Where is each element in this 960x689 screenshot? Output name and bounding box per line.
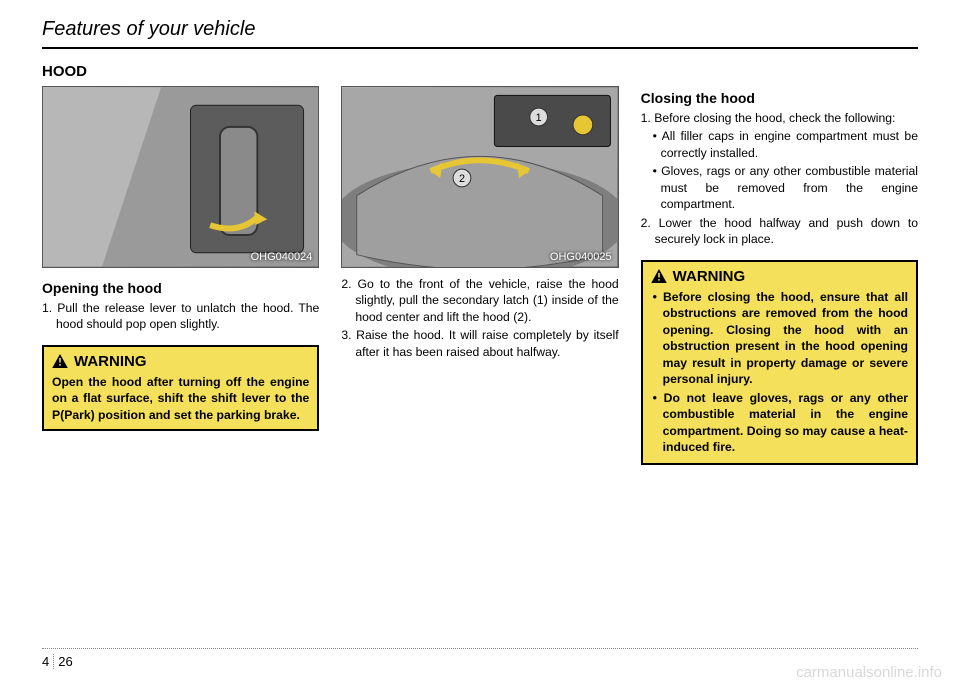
column-3: Closing the hood 1. Before closing the h… (641, 86, 918, 465)
col2-body: 2. Go to the front of the vehicle, raise… (341, 276, 618, 362)
warning-label-2: WARNING (673, 268, 746, 285)
col1-step1: 1. Pull the release lever to unlatch the… (42, 300, 319, 333)
warning-box-2: WARNING • Before closing the hood, ensur… (641, 260, 918, 466)
closing-hood-heading: Closing the hood (641, 90, 918, 106)
col3-bullet1: • All filler caps in engine compartment … (641, 128, 918, 161)
warning-header-2: WARNING (651, 268, 908, 285)
figure-code-1: OHG040024 (251, 251, 313, 263)
warning-icon (52, 354, 68, 368)
manual-page: Features of your vehicle HOOD OHG040024 … (0, 0, 960, 689)
content-columns: OHG040024 Opening the hood 1. Pull the r… (42, 86, 918, 465)
svg-text:1: 1 (536, 112, 542, 124)
page-num: 26 (58, 654, 72, 669)
page-header-title: Features of your vehicle (42, 18, 918, 45)
page-number: 4 26 (42, 654, 73, 669)
col2-step2: 2. Go to the front of the vehicle, raise… (341, 276, 618, 325)
figure-hood-front: 1 2 OHG040025 (341, 86, 618, 268)
section-number: 4 (42, 654, 54, 669)
warning-box-1: WARNING Open the hood after turning off … (42, 345, 319, 431)
warning-icon (651, 269, 667, 283)
col3-body: 1. Before closing the hood, check the fo… (641, 110, 918, 250)
col3-bullet2: • Gloves, rags or any other combustible … (641, 163, 918, 212)
warning-header-1: WARNING (52, 353, 309, 370)
watermark: carmanualsonline.info (796, 664, 942, 681)
hood-release-illustration (43, 87, 318, 267)
warning-body-2: • Before closing the hood, ensure that a… (651, 289, 908, 456)
warning-label-1: WARNING (74, 353, 147, 370)
warning-body-1: Open the hood after turning off the engi… (52, 374, 309, 423)
column-1: OHG040024 Opening the hood 1. Pull the r… (42, 86, 319, 465)
svg-text:2: 2 (459, 173, 465, 185)
footer-rule (42, 648, 918, 649)
hood-front-illustration: 1 2 (342, 87, 617, 267)
col3-step1: 1. Before closing the hood, check the fo… (641, 110, 918, 126)
col1-body: 1. Pull the release lever to unlatch the… (42, 300, 319, 335)
col2-step3: 3. Raise the hood. It will raise complet… (341, 327, 618, 360)
col3-step2: 2. Lower the hood halfway and push down … (641, 215, 918, 248)
header-rule (42, 47, 918, 49)
figure-code-2: OHG040025 (550, 251, 612, 263)
figure-hood-release: OHG040024 (42, 86, 319, 268)
section-title: HOOD (42, 63, 918, 80)
warn2-b1: • Before closing the hood, ensure that a… (651, 289, 908, 388)
column-2: 1 2 OHG040025 2. Go to the front of the … (341, 86, 618, 465)
opening-hood-heading: Opening the hood (42, 280, 319, 296)
warn2-b2: • Do not leave gloves, rags or any other… (651, 390, 908, 456)
